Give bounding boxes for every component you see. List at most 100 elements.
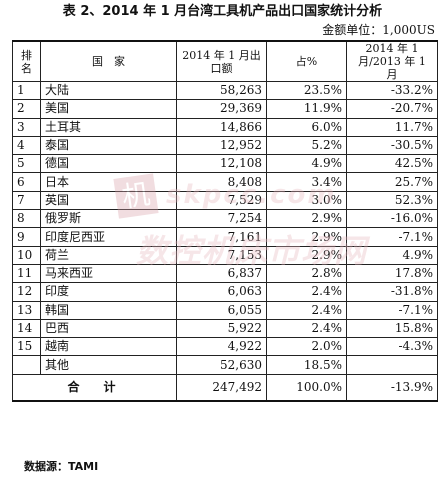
row-export: 7,254 <box>176 209 267 229</box>
table-row: 13 韩国 6,055 2.4% -7.1% <box>12 300 438 320</box>
row-share: 2.4% <box>266 282 347 302</box>
row-export: 12,952 <box>176 135 267 156</box>
row-rank: 7 <box>12 190 41 211</box>
row-rank: 8 <box>12 209 41 229</box>
row-export: 29,369 <box>176 99 267 119</box>
unit-label: 金额单位：1,000US <box>322 23 435 37</box>
row-share: 2.9% <box>266 209 347 229</box>
row-country: 荷兰 <box>40 245 177 265</box>
row-rank: 14 <box>12 318 41 339</box>
header-country: 国 家 <box>40 40 177 82</box>
row-yoy: -16.0% <box>346 209 438 229</box>
table-row: 10 荷兰 7,153 2.9% 4.9% <box>12 245 438 265</box>
row-yoy: -30.5% <box>346 135 438 156</box>
table-row: 其他 52,630 18.5% <box>12 355 438 375</box>
table-body: 1 大陆 58,263 23.5% -33.2% 2 美国 29,369 11.9% -20.7%… <box>12 80 438 375</box>
row-yoy: 11.7% <box>346 117 438 137</box>
table-row: 11 马来西亚 6,837 2.8% 17.8% <box>12 263 438 284</box>
row-country: 马来西亚 <box>40 263 177 284</box>
row-country: 大陆 <box>40 80 177 101</box>
row-country: 越南 <box>40 337 177 357</box>
row-share: 3.4% <box>266 172 347 192</box>
row-country: 美国 <box>40 99 177 119</box>
row-rank: 5 <box>12 154 41 174</box>
row-rank <box>12 355 41 375</box>
row-yoy: 4.9% <box>346 245 438 265</box>
source-note: 数据源：TAMI <box>24 460 99 473</box>
row-share: 2.9% <box>266 227 347 247</box>
row-country: 俄罗斯 <box>40 209 177 229</box>
row-rank: 13 <box>12 300 41 320</box>
row-rank: 1 <box>12 80 41 101</box>
total-export: 247,492 <box>176 373 267 402</box>
row-share: 2.4% <box>266 318 347 339</box>
row-export: 6,837 <box>176 263 267 284</box>
header-row: 排名 国 家 2014 年 1 月出口额 占% 2014 年 1 月/2013 … <box>12 40 438 82</box>
row-country: 巴西 <box>40 318 177 339</box>
row-yoy: 15.8% <box>346 318 438 339</box>
row-export: 8,408 <box>176 172 267 192</box>
row-share: 2.8% <box>266 263 347 284</box>
row-yoy: 42.5% <box>346 154 438 174</box>
table-row: 6 日本 8,408 3.4% 25.7% <box>12 172 438 192</box>
header-export: 2014 年 1 月出口额 <box>176 40 267 82</box>
row-rank: 2 <box>12 99 41 119</box>
row-yoy: -7.1% <box>346 227 438 247</box>
row-share: 18.5% <box>266 355 347 375</box>
table-row: 5 德国 12,108 4.9% 42.5% <box>12 154 438 174</box>
row-rank: 3 <box>12 117 41 137</box>
row-share: 2.0% <box>266 337 347 357</box>
row-country: 土耳其 <box>40 117 177 137</box>
row-share: 3.0% <box>266 190 347 211</box>
table-row: 2 美国 29,369 11.9% -20.7% <box>12 99 438 119</box>
row-export: 6,055 <box>176 300 267 320</box>
table-row: 7 英国 7,529 3.0% 52.3% <box>12 190 438 211</box>
row-country: 泰国 <box>40 135 177 156</box>
row-yoy: -4.3% <box>346 337 438 357</box>
row-yoy: -7.1% <box>346 300 438 320</box>
row-country: 印度 <box>40 282 177 302</box>
export-table: 排名 国 家 2014 年 1 月出口额 占% 2014 年 1 月/2013 … <box>12 40 438 402</box>
row-share: 11.9% <box>266 99 347 119</box>
row-export: 7,529 <box>176 190 267 211</box>
row-country: 德国 <box>40 154 177 174</box>
row-rank: 15 <box>12 337 41 357</box>
table-row: 3 土耳其 14,866 6.0% 11.7% <box>12 117 438 137</box>
total-share: 100.0% <box>266 373 347 402</box>
row-yoy: 52.3% <box>346 190 438 211</box>
row-yoy: -31.8% <box>346 282 438 302</box>
row-export: 58,263 <box>176 80 267 101</box>
row-country: 韩国 <box>40 300 177 320</box>
table-row: 9 印度尼西亚 7,161 2.9% -7.1% <box>12 227 438 247</box>
row-rank: 12 <box>12 282 41 302</box>
row-country: 其他 <box>40 355 177 375</box>
row-export: 52,630 <box>176 355 267 375</box>
header-rank: 排名 <box>12 40 41 82</box>
row-share: 2.9% <box>266 245 347 265</box>
row-rank: 11 <box>12 263 41 284</box>
row-export: 7,161 <box>176 227 267 247</box>
row-rank: 10 <box>12 245 41 265</box>
row-share: 5.2% <box>266 135 347 156</box>
row-country: 印度尼西亚 <box>40 227 177 247</box>
table-title: 表 2、2014 年 1 月台湾工具机产品出口国家统计分析 <box>62 4 383 19</box>
row-yoy: 17.8% <box>346 263 438 284</box>
table-row: 12 印度 6,063 2.4% -31.8% <box>12 282 438 302</box>
row-country: 日本 <box>40 172 177 192</box>
table-row: 8 俄罗斯 7,254 2.9% -16.0% <box>12 209 438 229</box>
row-share: 23.5% <box>266 80 347 101</box>
row-share: 6.0% <box>266 117 347 137</box>
row-export: 12,108 <box>176 154 267 174</box>
total-label: 合 计 <box>12 373 177 402</box>
total-yoy: -13.9% <box>346 373 438 402</box>
row-rank: 4 <box>12 135 41 156</box>
row-yoy: -33.2% <box>346 80 438 101</box>
header-yoy: 2014 年 1 月/2013 年 1 月 <box>346 40 438 82</box>
row-rank: 9 <box>12 227 41 247</box>
row-export: 4,922 <box>176 337 267 357</box>
row-yoy: 25.7% <box>346 172 438 192</box>
total-row: 合 计 247,492 100.0% -13.9% <box>12 373 438 402</box>
row-export: 5,922 <box>176 318 267 339</box>
table-row: 1 大陆 58,263 23.5% -33.2% <box>12 80 438 101</box>
row-yoy <box>346 355 438 375</box>
